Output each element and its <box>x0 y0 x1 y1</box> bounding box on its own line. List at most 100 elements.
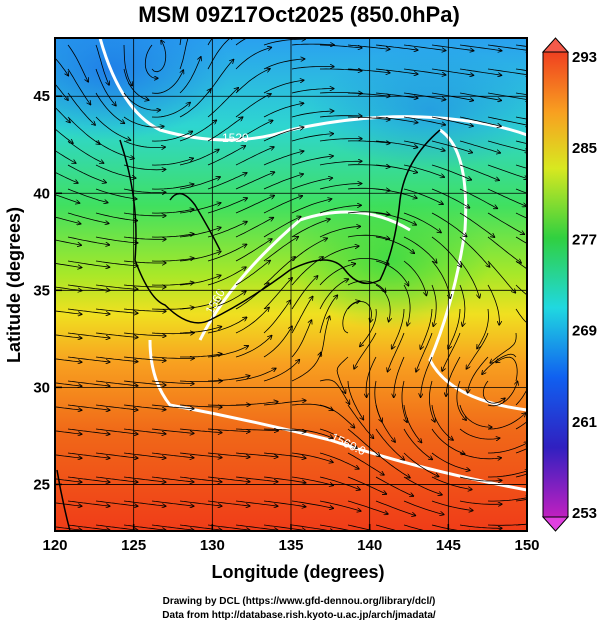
streamline <box>319 246 359 262</box>
streamline <box>151 524 194 530</box>
streamline <box>403 260 426 296</box>
streamline <box>179 251 221 262</box>
streamline <box>263 257 295 286</box>
streamline <box>442 332 461 371</box>
streamline <box>347 500 388 514</box>
streamline <box>151 428 194 433</box>
colorbar-tick-label: 285 <box>572 140 597 157</box>
streamline <box>291 111 334 118</box>
streamline <box>515 308 527 324</box>
streamline <box>263 401 306 406</box>
streamline <box>421 356 433 397</box>
streamline <box>431 524 473 531</box>
streamline <box>291 476 333 485</box>
streamline <box>151 234 194 238</box>
streamline <box>67 524 110 530</box>
colorbar-lower-extend <box>541 516 570 532</box>
streamline <box>375 164 417 173</box>
streamline <box>347 452 384 475</box>
streamline <box>347 301 372 323</box>
streamline <box>347 68 390 73</box>
streamline <box>123 164 166 170</box>
streamline <box>459 188 497 208</box>
streamline <box>263 524 306 531</box>
streamline <box>375 428 404 460</box>
streamline <box>319 452 359 469</box>
streamline <box>55 83 68 100</box>
streamline <box>459 164 499 180</box>
streamline <box>207 173 247 190</box>
streamline <box>487 188 526 206</box>
streamline <box>180 354 222 358</box>
streamline <box>263 452 306 458</box>
streamline <box>67 356 110 362</box>
streamline <box>207 476 250 482</box>
colorbar-tick-label: 277 <box>572 231 597 248</box>
streamline <box>375 236 414 253</box>
streamline <box>123 92 160 110</box>
streamline <box>55 262 82 268</box>
streamline <box>67 500 110 506</box>
streamline <box>207 346 248 358</box>
streamline <box>95 524 138 530</box>
streamline <box>263 59 305 70</box>
colorbar-tick-label: 269 <box>572 323 597 340</box>
streamline <box>291 452 333 462</box>
streamline <box>151 283 194 286</box>
streamline <box>291 257 323 286</box>
streamline <box>459 284 465 326</box>
streamline <box>375 188 417 198</box>
streamline <box>151 380 194 384</box>
streamline <box>291 276 318 310</box>
streamline <box>235 500 278 506</box>
streamline <box>95 44 109 85</box>
streamline <box>123 212 166 216</box>
streamline <box>67 68 91 105</box>
streamline <box>459 428 500 439</box>
streamline <box>179 500 222 506</box>
streamline <box>291 66 334 70</box>
streamline <box>515 140 527 144</box>
streamline <box>347 234 390 239</box>
x-tick-label: 130 <box>200 537 225 554</box>
streamline <box>95 428 138 434</box>
streamline <box>347 280 386 292</box>
streamline <box>487 44 527 51</box>
y-tick-label: 25 <box>33 476 50 493</box>
contour-label: 1520 <box>222 131 249 145</box>
streamline <box>263 217 301 238</box>
streamline <box>151 41 167 73</box>
streamline <box>401 380 407 422</box>
streamline <box>487 212 524 234</box>
streamline <box>151 476 194 482</box>
streamline <box>488 413 526 430</box>
streamline <box>67 236 109 245</box>
streamline <box>95 68 116 106</box>
streamline <box>263 151 304 166</box>
streamline <box>67 404 110 410</box>
streamline <box>235 524 278 530</box>
streamline <box>55 406 82 410</box>
streamline <box>123 188 166 193</box>
streamline <box>420 308 433 349</box>
streamline <box>431 428 465 454</box>
streamline <box>235 172 274 190</box>
streamline <box>347 211 390 215</box>
streamline <box>95 236 138 243</box>
streamline <box>95 404 138 410</box>
streamline <box>235 121 273 142</box>
streamline <box>123 44 132 86</box>
streamline <box>67 188 108 203</box>
streamline <box>375 260 409 286</box>
streamline <box>263 326 292 358</box>
streamline <box>291 156 333 166</box>
streamline <box>123 261 166 263</box>
streamline <box>263 237 298 262</box>
streamline <box>291 89 334 94</box>
streamline <box>375 476 413 496</box>
streamline <box>67 428 110 434</box>
streamline <box>123 68 149 100</box>
streamline <box>207 500 250 506</box>
streamline <box>403 140 445 151</box>
streamline <box>179 327 221 334</box>
